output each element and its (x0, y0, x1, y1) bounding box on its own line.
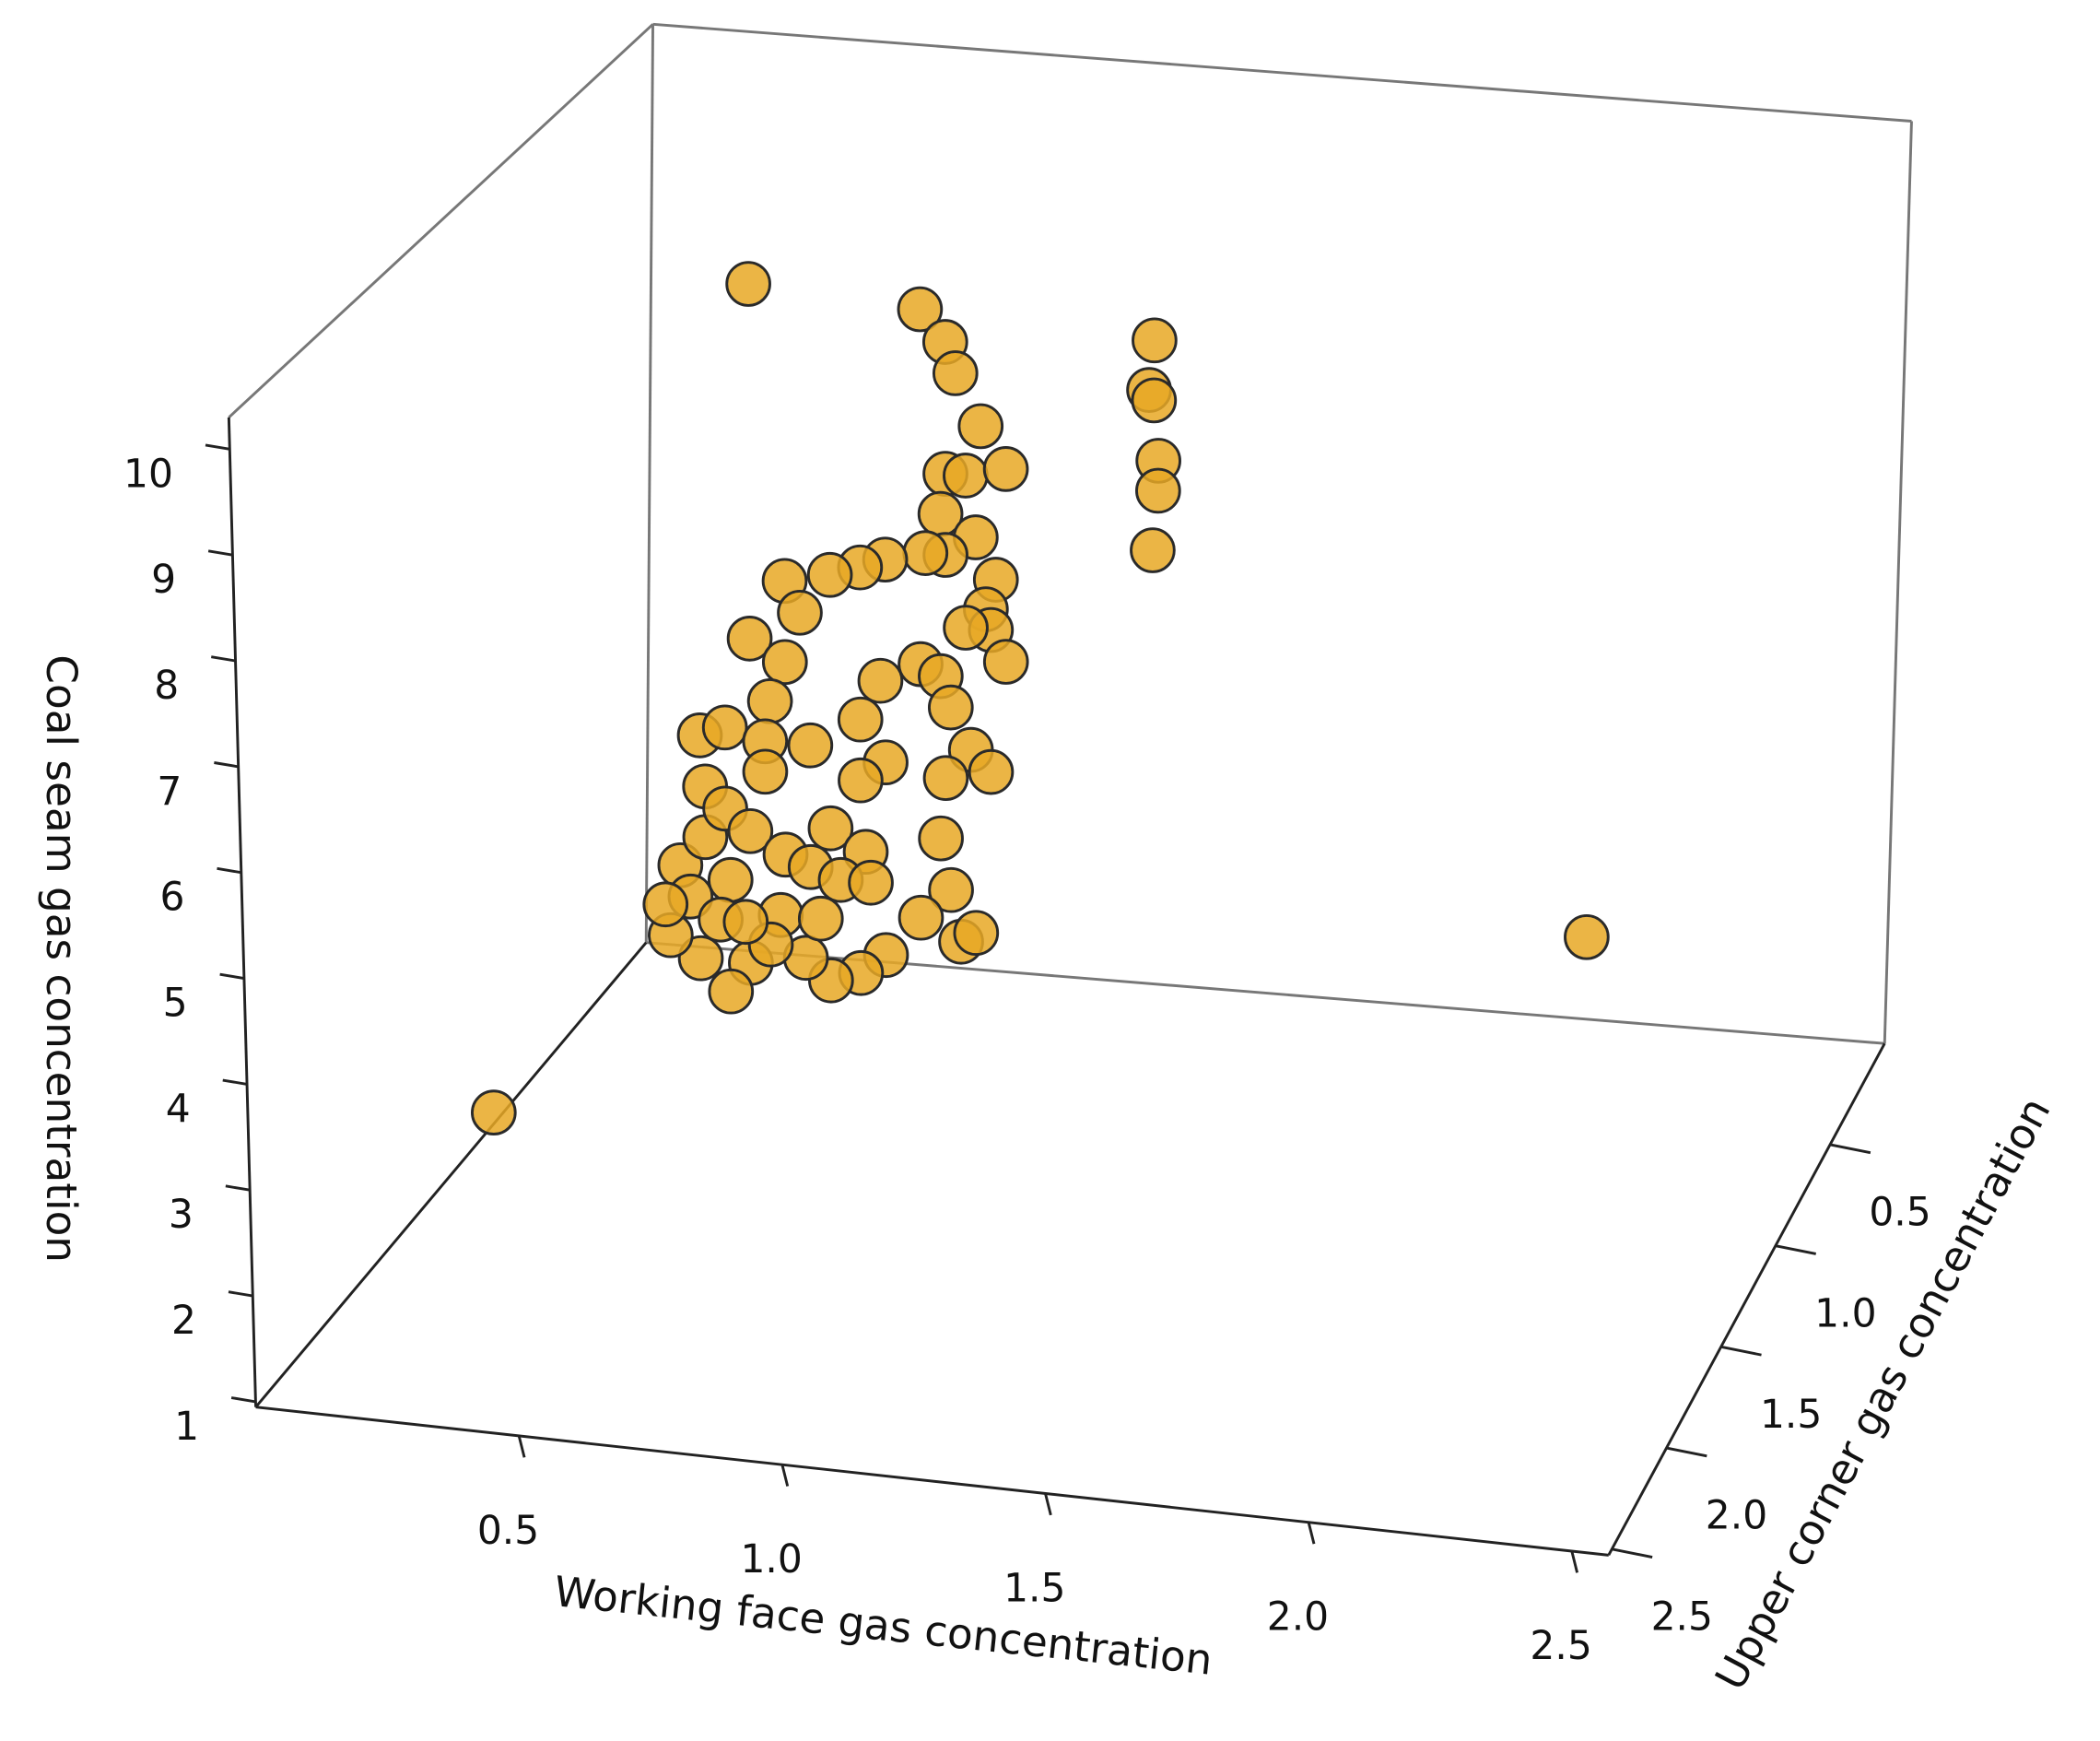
z-tick (207, 549, 233, 557)
x-tick-label: 2.5 (1530, 1623, 1591, 1668)
point (807, 805, 854, 852)
x-axis-line (255, 1406, 1609, 1557)
point (838, 757, 884, 804)
y-tick-label: 1.0 (1814, 1290, 1876, 1335)
point (725, 261, 771, 307)
axes-box (227, 22, 1913, 1557)
point (918, 815, 964, 862)
x-tick-label: 2.0 (1267, 1594, 1329, 1640)
point (943, 605, 989, 651)
x-tick-label: 1.5 (1003, 1565, 1065, 1610)
point (708, 968, 755, 1015)
y-tick (1666, 1446, 1707, 1458)
x-tick (1570, 1550, 1579, 1573)
z-axis-line (227, 417, 258, 1407)
pane-edge (228, 23, 654, 418)
point (897, 286, 944, 333)
x-tick (780, 1464, 790, 1487)
x-tick (1044, 1493, 1052, 1516)
point (1130, 527, 1176, 573)
z-tick-label: 7 (157, 769, 182, 814)
point (470, 1089, 517, 1135)
z-tick-label: 5 (163, 980, 188, 1025)
point (927, 684, 974, 731)
y-tick-label: 2.5 (1651, 1594, 1713, 1639)
point (837, 696, 884, 743)
point (897, 894, 944, 941)
point (707, 856, 754, 903)
y-tick (1612, 1547, 1653, 1559)
z-tick (228, 1290, 253, 1298)
point (928, 866, 974, 913)
z-axis-label: Coal seam gas concentration (37, 654, 86, 1263)
point (726, 616, 773, 662)
point (857, 657, 904, 704)
point (642, 881, 689, 928)
y-tick-label: 2.0 (1706, 1493, 1767, 1538)
z-tick-label: 6 (159, 875, 184, 920)
x-tick (517, 1435, 526, 1458)
point (761, 639, 808, 686)
y-tick-label: 1.5 (1760, 1392, 1822, 1437)
point (957, 403, 1004, 450)
pane-edge (644, 24, 654, 943)
z-tick-label: 1 (174, 1404, 199, 1449)
point (727, 807, 774, 854)
z-tick (225, 1184, 251, 1192)
z-tick (222, 1078, 248, 1086)
point (677, 935, 724, 982)
point (742, 748, 789, 795)
y-tick (1829, 1143, 1871, 1155)
z-tick (214, 761, 239, 769)
point (922, 755, 969, 801)
point (953, 910, 1000, 957)
point (943, 453, 989, 499)
z-tick (230, 1396, 256, 1404)
point (982, 446, 1029, 492)
z-tick (211, 655, 236, 663)
x-axis-label: Working face gas concentration (552, 1567, 1214, 1685)
point (1131, 377, 1178, 424)
z-tick-label: 10 (123, 451, 173, 496)
z-tick-label: 4 (166, 1086, 191, 1131)
point (777, 589, 823, 636)
point (806, 551, 853, 598)
pane-edge (652, 22, 1912, 123)
point (1135, 467, 1181, 514)
z-tick (219, 972, 245, 981)
y-tick-label: 0.5 (1869, 1190, 1930, 1235)
z-tick (205, 443, 230, 451)
z-tick-label: 9 (151, 557, 176, 602)
point (701, 704, 748, 751)
pane-edge (254, 941, 648, 1408)
point (787, 722, 834, 769)
point (902, 530, 949, 576)
point (1564, 913, 1610, 960)
point (722, 899, 769, 946)
point (746, 677, 793, 724)
point (1132, 317, 1178, 364)
pane-edge (1883, 121, 1913, 1044)
points (470, 261, 1610, 1135)
x-tick-label: 0.5 (477, 1508, 539, 1553)
y-tick (1720, 1345, 1762, 1357)
y-axis-line (1607, 1042, 1886, 1557)
y-tick (1775, 1244, 1816, 1255)
x-tick (1307, 1522, 1316, 1545)
ticks: 0.5 1.0 1.5 2.0 2.5 0.5 1.0 1.5 2.0 2.5 1 2 3 4 5 6 7 8 9 1… (123, 443, 1931, 1668)
y-axis-label: Upper corner gas concentration (1706, 1089, 2060, 1698)
point (797, 895, 844, 942)
z-tick-label: 3 (169, 1192, 194, 1237)
point (982, 639, 1029, 685)
point (968, 748, 1015, 795)
point (932, 350, 979, 396)
z-tick-label: 2 (171, 1298, 196, 1343)
z-tick (217, 866, 242, 875)
z-tick-label: 8 (154, 663, 179, 708)
x-tick-label: 1.0 (740, 1536, 802, 1582)
point (848, 859, 894, 906)
